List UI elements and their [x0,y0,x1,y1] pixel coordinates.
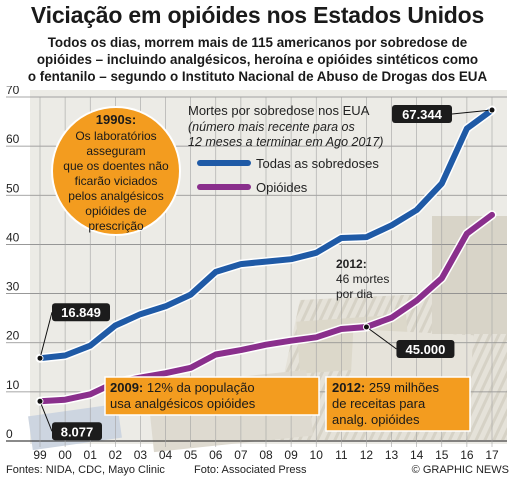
chart-subtitle: 12 meses a terminar em Ago 2017) [188,135,383,149]
page-subtitle: Todos os dias, morrem mais de 115 americ… [6,34,509,85]
footer-photo-credit: Foto: Associated Press [194,464,307,476]
annotation-line: de receitas para [332,396,426,411]
x-tick-label: 05 [184,448,198,462]
callout-point [36,397,44,405]
point-label-callout: 45.000 [362,323,455,358]
annotation-2012-deaths: 2012: 46 mortes por dia [336,257,389,301]
callout-leader [451,109,493,115]
annotation-heading: 2012: [336,257,367,271]
annotation-line: 12% da população [143,380,254,395]
annotation-text: 2012: 259 milhões [332,380,439,395]
y-tick-label: 50 [6,181,20,195]
point-labels: 16.849 8.077 67.344 45.000 [36,105,496,441]
chart-title: Mortes por sobredose nos EUA [188,103,370,118]
x-tick-label: 09 [284,448,298,462]
callout-box [52,303,110,322]
x-tick-label: 10 [310,448,324,462]
point-label: 45.000 [406,342,446,357]
annotation-line: prescrição [88,219,144,233]
x-tick-label: 13 [385,448,399,462]
y-tick-label: 30 [6,280,20,294]
x-tick-label: 99 [33,448,47,462]
annotation-line: ficarão viciados [75,174,158,188]
x-tick-label: 06 [209,448,223,462]
callout-leader [366,326,397,350]
annotation-line: por dia [336,287,373,301]
annotation-heading: 2009: [110,380,143,395]
callout-box [52,422,102,441]
page-title: Viciação em opióides nos Estados Unidos [30,2,485,28]
x-tick-label: 17 [485,448,499,462]
chart-subtitle: (número mais recente para os [188,120,355,134]
chart-header: Mortes por sobredose nos EUA (número mai… [188,103,383,149]
footer: Fontes: NIDA, CDC, Mayo Clinic Foto: Ass… [6,464,509,482]
callout-leader [39,401,53,432]
annotation-line: Os laboratórios [75,129,156,143]
point-label: 8.077 [61,424,94,439]
y-tick-label: 70 [6,86,20,97]
annotation-line: usa analgésicos opióides [110,396,256,411]
callout-point [36,354,44,362]
y-tick-label: 60 [6,132,20,146]
x-tick-label: 11 [335,448,348,462]
overdose-line-chart: 0 10 20 30 40 50 60 70 99 00 01 02 03 04 05 06 07 08 09 10… [6,86,507,462]
point-label: 16.849 [61,305,101,320]
chart-legend: Todas as sobredoses Opióides [197,156,379,195]
annotation-2009: 2009: 12% da população usa analgésicos o… [104,376,320,416]
footer-brand: © GRAPHIC NEWS [411,464,509,476]
annotation-line: analg. opióides [332,412,420,427]
annotation-text: 2009: 12% da população [110,380,255,395]
y-tick-label: 10 [6,378,20,392]
annotation-line: 259 milhões [365,380,439,395]
x-tick-label: 08 [259,448,273,462]
annotation-line: 46 mortes [336,272,389,286]
x-tick-label: 14 [410,448,424,462]
annotation-1990s: 1990s: Os laboratórios asseguram que os … [51,106,181,236]
x-tick-label: 02 [109,448,123,462]
annotation-2012-prescriptions: 2012: 259 milhões de receitas para analg… [325,376,471,432]
x-tick-label: 15 [435,448,449,462]
y-tick-label: 20 [6,329,20,343]
legend-label-total: Todas as sobredoses [256,156,379,171]
x-tick-label: 00 [58,448,72,462]
x-tick-label: 04 [159,448,173,462]
point-label-callout: 16.849 [36,303,110,362]
callout-box [396,339,455,358]
x-tick-label: 16 [460,448,474,462]
annotation-line: que os doentes não [63,159,169,173]
y-tick-label: 0 [6,427,13,441]
annotation-line: pelos analgésicos [68,189,163,203]
point-label-callout: 67.344 [392,105,496,124]
y-tick-label: 40 [6,230,20,244]
x-tick-label: 07 [234,448,248,462]
x-tick-label: 03 [134,448,148,462]
point-label: 67.344 [402,107,443,122]
x-tick-label: 01 [84,448,98,462]
y-axis-ticks: 0 10 20 30 40 50 60 70 [6,86,20,441]
x-tick-label: 12 [360,448,374,462]
legend-label-opioid: Opióides [256,180,308,195]
footer-sources: Fontes: NIDA, CDC, Mayo Clinic [6,464,165,476]
subtitle-line: opióides – incluindo analgésicos, heroín… [36,52,479,67]
annotation-heading: 2012: [332,380,365,395]
annotation-heading: 1990s: [96,112,136,127]
subtitle-line: o fentanilo – segundo o Instituto Nacion… [27,69,488,84]
point-label-callout: 8.077 [36,397,102,441]
callout-point [362,323,370,331]
annotation-line: asseguram [86,144,145,158]
callout-leader [39,312,53,359]
subtitle-line: Todos os dias, morrem mais de 115 americ… [47,35,468,50]
series-line-total [37,107,495,362]
callout-box [392,105,452,124]
x-axis-ticks: 99 00 01 02 03 04 05 06 07 08 09 10 11 12 13 14 15 16 17 [33,448,499,462]
callout-point [488,106,496,114]
annotation-line: opióides de [85,204,147,218]
